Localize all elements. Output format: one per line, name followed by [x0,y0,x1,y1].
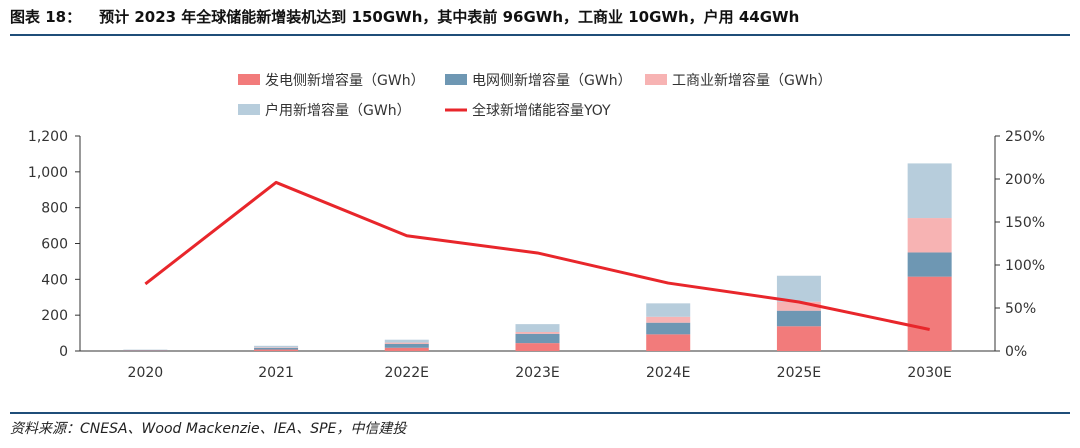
y-right-tick-label: 50% [1005,301,1036,317]
figure-caption: 预计 2023 年全球储能新增装机达到 150GWh，其中表前 96GWh，工商… [99,8,800,26]
y-right-tick-label: 200% [1005,172,1045,188]
x-tick-label: 2021 [258,365,294,381]
legend-label-3: 户用新增容量（GWh） [265,102,411,119]
y-left-tick-label: 1,200 [28,129,68,145]
y-left-tick-label: 0 [59,344,68,360]
x-tick-label: 2023E [515,365,559,381]
legend-label-1: 电网侧新增容量（GWh） [472,72,632,89]
y-left-tick-label: 200 [41,308,68,324]
legend-label-4: 全球新增储能容量YOY [472,102,611,119]
legend-swatch-0 [238,74,260,85]
bar-2025E-series-0 [776,326,821,351]
bar-2030E-series-0 [907,276,952,351]
bar-2022E-series-1 [384,343,429,348]
y-right-tick-label: 250% [1005,129,1045,145]
bar-2030E-series-3 [907,163,952,219]
bar-2024E-series-3 [646,303,691,317]
legend-swatch-2 [645,74,667,85]
legend-swatch-1 [445,74,467,85]
y-left-tick-label: 1,000 [28,165,68,181]
bar-2024E-series-0 [646,334,691,351]
y-right-tick-label: 100% [1005,258,1045,274]
bar-2030E-series-2 [907,218,952,253]
bar-2021-series-0 [254,349,299,351]
x-tick-label: 2030E [907,365,951,381]
bar-2022E-series-2 [384,342,429,344]
chart: 发电侧新增容量（GWh） 电网侧新增容量（GWh） 工商业新增容量（GWh） 户用新增… [28,72,1045,381]
bar-2021-series-1 [254,347,299,350]
y-right-tick-label: 150% [1005,215,1045,231]
y-right-tick-label: 0% [1005,344,1027,360]
bar-2023E-series-1 [515,333,560,344]
bar-2023E-series-0 [515,343,560,351]
x-tick-label: 2025E [777,365,821,381]
y-left-tick-label: 400 [41,272,68,288]
y-left-tick-label: 800 [41,201,68,217]
legend-swatch-3 [238,104,260,115]
bottom-rule [10,412,1070,414]
x-tick-label: 2024E [646,365,690,381]
x-tick-label: 2020 [128,365,164,381]
bar-2021-series-2 [254,347,299,348]
bar-2030E-series-1 [907,252,952,277]
bar-2023E-series-3 [515,324,560,333]
bar-2025E-series-2 [776,301,821,311]
bar-2024E-series-2 [646,316,691,323]
bar-2021-series-3 [254,345,299,348]
top-rule [10,34,1070,36]
bar-2024E-series-1 [646,322,691,335]
bar-2020-series-1 [123,350,168,351]
source-note: 资料来源：CNESA、Wood Mackenzie、IEA、SPE，中信建投 [10,421,407,437]
bar-2025E-series-1 [776,310,821,327]
figure-title: 图表 18： 预计 2023 年全球储能新增装机达到 150GWh，其中表前 96… [10,6,799,27]
bar-2023E-series-2 [515,332,560,334]
legend-label-2: 工商业新增容量（GWh） [672,72,832,89]
bar-2022E-series-0 [384,347,429,351]
y-left-tick-label: 600 [41,237,68,253]
x-tick-label: 2022E [385,365,429,381]
figure-label: 图表 18： [10,8,82,26]
bar-2022E-series-3 [384,339,429,343]
legend-label-0: 发电侧新增容量（GWh） [265,72,425,89]
bar-2025E-series-3 [776,275,821,302]
